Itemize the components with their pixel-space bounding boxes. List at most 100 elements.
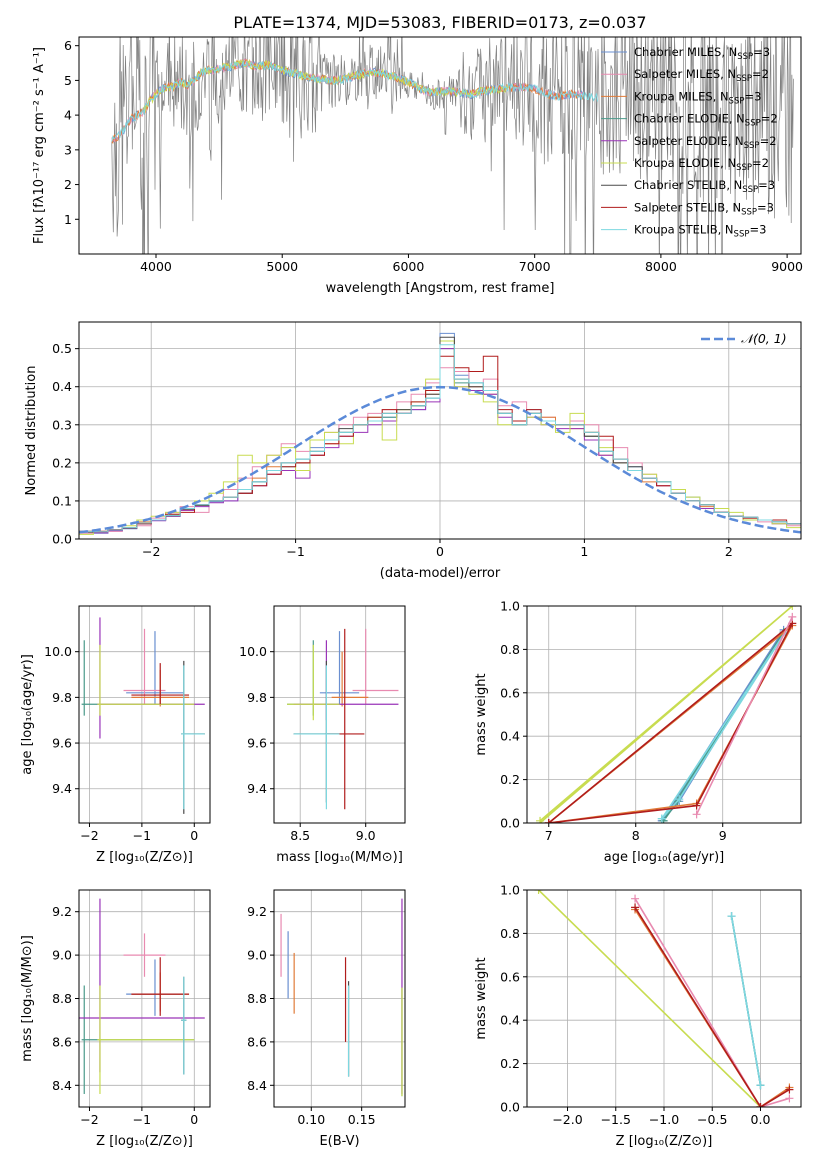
legend-entry: Salpeter ELODIE, NSSP=2 (634, 134, 777, 151)
spectrum-plot-area (111, 37, 794, 254)
y-tick-label: 1.0 (500, 599, 520, 614)
mass_vs_Z-plot-area (79, 898, 205, 1094)
legend-entry: Chabrier STELIB, NSSP=3 (634, 178, 775, 195)
weight-marker (756, 1103, 765, 1107)
weight-marker (631, 903, 640, 912)
age_vs_Z-panel: −2 −1 0 9.4 9.6 9.8 10.0 Z [log₁₀(Z/Z⊙)] age [lo… (20, 605, 211, 865)
x-tick-label: 4000 (140, 259, 172, 274)
y-tick-label: 9.8 (247, 690, 267, 705)
legend-subscript: SSP (745, 119, 761, 129)
legend-entry: Kroupa STELIB, NSSP=3 (634, 223, 766, 240)
x-tick-label: 9.0 (356, 828, 376, 843)
legend-label: Kroupa MILES, N (634, 89, 729, 103)
x-tick-label: −1.0 (649, 1112, 679, 1127)
y-tick-label: 8.4 (247, 1078, 267, 1093)
weight-marker (785, 1085, 794, 1094)
age_vs_mass-frame (273, 605, 406, 824)
x-tick-label: 8.5 (290, 828, 310, 843)
legend-label: Salpeter STELIB, N (634, 200, 741, 214)
legend-label: Chabrier ELODIE, N (634, 112, 745, 126)
legend-subscript: SSP (736, 163, 752, 173)
x-tick-label: 0.0 (751, 1112, 771, 1127)
legend-subscript: SSP (736, 74, 752, 84)
weight-marker (788, 606, 797, 610)
mass_vs_ebv-panel: 0.10 0.15 8.4 8.6 8.8 9.0 9.2 E(B-V) (247, 889, 406, 1149)
y-tick-label: 0.2 (500, 1056, 520, 1071)
y-tick-label: 10.0 (44, 644, 72, 659)
y-tick-label: 9.6 (247, 736, 267, 751)
x-tick-label: 1 (580, 544, 588, 559)
legend-tail: =2 (752, 67, 769, 81)
mass_vs_ebv-plot-area (280, 898, 403, 1097)
y-tick-label: 1.0 (500, 883, 520, 898)
weight-marker (675, 795, 684, 804)
x-tick-label: −2 (80, 828, 98, 843)
weight-line (539, 606, 793, 823)
weight-line (634, 898, 790, 1107)
spectrum-panel: 4000 5000 6000 7000 8000 9000 1 2 3 4 5 6 wavelength… (32, 36, 803, 296)
mass_vs_Z-x-axis-label: Z [log₁₀(Z/Z⊙)] (96, 1134, 193, 1149)
x-tick-label: 6000 (393, 259, 425, 274)
age_vs_Z-y-axis-label: age [log₁₀(age/yr)] (20, 654, 35, 775)
x-tick-label: −1 (133, 1112, 151, 1127)
legend-label: Chabrier MILES, N (634, 45, 737, 59)
weight-line (634, 906, 790, 1107)
weight-line (730, 915, 762, 1086)
y-tick-label: 9.2 (52, 904, 72, 919)
legend-tail: =2 (752, 156, 769, 170)
legend-tail: =2 (760, 134, 777, 148)
y-tick-label: 0.4 (52, 379, 72, 394)
x-tick-label: −2 (80, 1112, 98, 1127)
spectrum-y-axis-label: Flux [fλ10⁻¹⁷ erg cm⁻² s⁻¹ A⁻¹] (32, 47, 47, 244)
age_vs_mass-x-axis-label: mass [log₁₀(M/M⊙)] (276, 850, 403, 865)
weight-marker (788, 612, 797, 621)
weight-marker (692, 801, 701, 810)
x-tick-label: 0 (190, 828, 198, 843)
weight_vs_age-panel: 7 8 9 0.0 0.2 0.4 0.6 0.8 1.0 age [log₁₀(age/yr)]… (474, 599, 802, 865)
x-tick-label: 0 (190, 1112, 198, 1127)
x-tick-label: −2 (142, 544, 160, 559)
weight_vs_age-frame (526, 605, 802, 824)
legend-label: Chabrier STELIB, N (634, 178, 742, 192)
legend-entry: Kroupa ELODIE, NSSP=2 (634, 156, 769, 173)
y-tick-label: 8.4 (52, 1078, 72, 1093)
x-tick-label: −1 (286, 544, 304, 559)
y-tick-label: 1 (64, 212, 72, 227)
x-tick-label: −2.0 (552, 1112, 582, 1127)
weight_vs_age-y-axis-label: mass weight (474, 673, 489, 755)
model-spectrum-line (111, 59, 598, 142)
normal-curve-line (79, 385, 801, 534)
legend-tail: =3 (749, 223, 766, 237)
weight-marker (727, 912, 736, 921)
legend-label: Kroupa ELODIE, N (634, 156, 736, 170)
x-tick-label: 0 (436, 544, 444, 559)
histogram-step-line (79, 344, 801, 539)
y-tick-label: 0.0 (52, 532, 72, 547)
residuals-y-axis-label: Normed distribution (24, 366, 39, 496)
y-tick-label: 0.1 (52, 493, 72, 508)
y-tick-label: 9.0 (52, 948, 72, 963)
weight_vs_Z-x-axis-label: Z [log₁₀(Z/Z⊙)] (616, 1134, 713, 1149)
x-tick-label: 5000 (266, 259, 298, 274)
y-tick-label: 0.8 (500, 642, 520, 657)
x-tick-label: 8000 (645, 259, 677, 274)
y-tick-label: 9.0 (247, 948, 267, 963)
x-tick-label: 9000 (771, 259, 803, 274)
y-tick-label: 8.6 (52, 1034, 72, 1049)
y-tick-label: 9.6 (52, 736, 72, 751)
age_vs_Z-plot-area (81, 617, 205, 814)
weight-marker (657, 814, 666, 823)
y-tick-label: 9.4 (247, 781, 267, 796)
weight-marker (631, 894, 640, 903)
legend-entry: Kroupa MILES, NSSP=3 (634, 89, 761, 106)
x-tick-label: −1.5 (601, 1112, 631, 1127)
legend-subscript: SSP (729, 96, 745, 106)
legend-entry: Chabrier ELODIE, NSSP=2 (634, 112, 778, 129)
x-tick-label: −1 (133, 828, 151, 843)
y-tick-label: 9.8 (52, 690, 72, 705)
residuals-panel: −2 −1 0 1 2 0.0 0.1 0.2 0.3 0.4 0.5 (data-model)/er… (24, 321, 802, 581)
x-tick-label: 9 (719, 828, 727, 843)
legend-entry: 𝒩(0, 1) (741, 331, 787, 346)
y-tick-label: 0.8 (500, 926, 520, 941)
legend-tail: =3 (757, 200, 774, 214)
